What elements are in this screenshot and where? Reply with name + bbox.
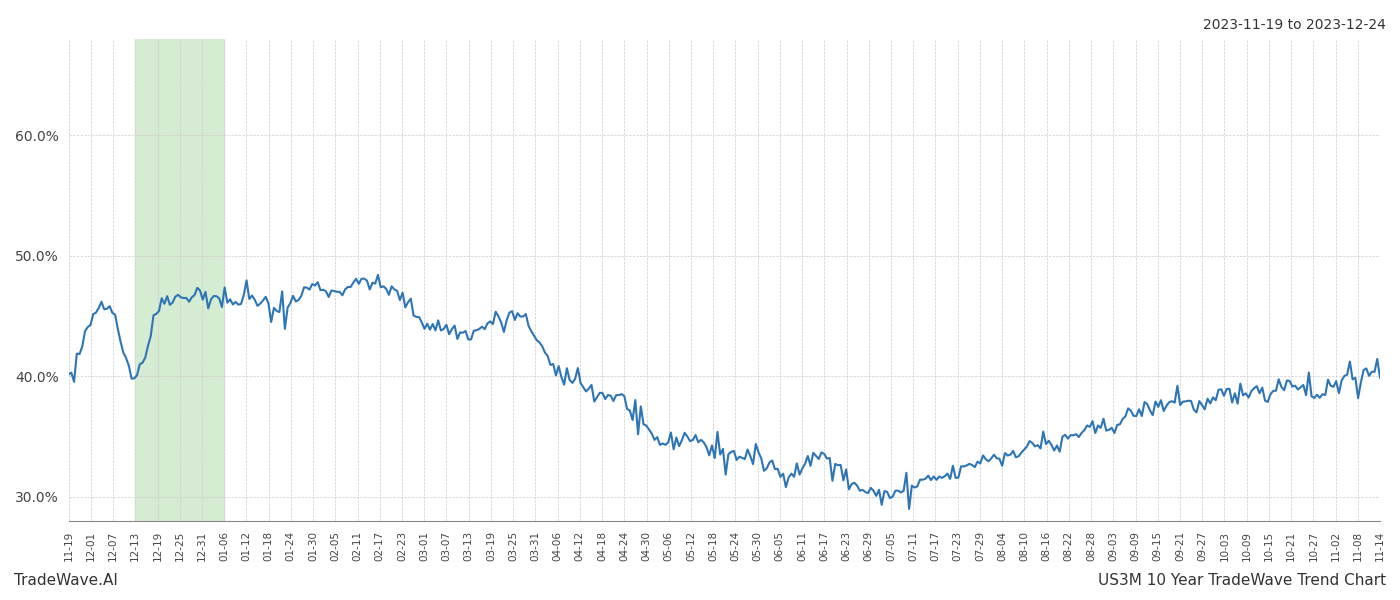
Text: TradeWave.AI: TradeWave.AI bbox=[14, 573, 118, 588]
Text: US3M 10 Year TradeWave Trend Chart: US3M 10 Year TradeWave Trend Chart bbox=[1098, 573, 1386, 588]
Text: 2023-11-19 to 2023-12-24: 2023-11-19 to 2023-12-24 bbox=[1203, 18, 1386, 32]
Bar bbox=[136, 39, 224, 521]
